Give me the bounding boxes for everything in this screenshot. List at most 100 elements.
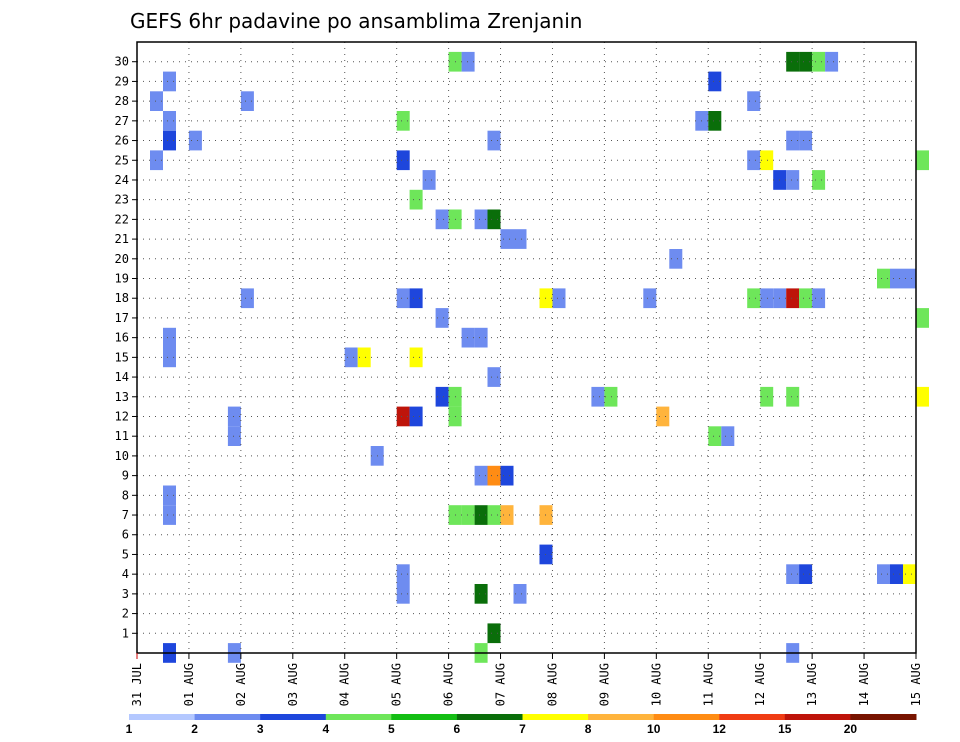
heatmap-cell: [409, 189, 423, 210]
colorbar-segment: [260, 714, 327, 720]
heatmap-cell: [786, 386, 800, 407]
heatmap-cell: [708, 426, 722, 446]
x-tick-label: 11 AUG: [701, 663, 715, 706]
x-tick-label: 15 AUG: [909, 663, 923, 706]
heatmap-cell: [240, 288, 254, 309]
y-tick-label: 27: [115, 114, 129, 128]
heatmap-cell: [150, 91, 163, 111]
y-tick-label: 16: [115, 331, 129, 345]
colorbar: 1 2 3 4 5 6 7 8 10 12 15 20: [126, 714, 917, 736]
x-tick-label: 01 AUG: [182, 663, 196, 706]
x-tick-label: 12 AUG: [753, 663, 767, 706]
heatmap-cell: [760, 288, 774, 309]
heatmap-cell: [916, 386, 929, 407]
y-tick-label: 7: [122, 508, 129, 522]
y-tick-label: 22: [115, 212, 129, 226]
colorbar-label: 4: [322, 722, 329, 736]
heatmap-cell: [760, 150, 774, 171]
heatmap-cell: [487, 130, 501, 151]
colorbar-segment: [784, 714, 851, 720]
colorbar-segment: [129, 714, 196, 720]
cells-layer: [150, 51, 929, 663]
x-tick-label: 09 AUG: [597, 663, 611, 706]
heatmap-cell: [500, 229, 514, 249]
x-tick-label: 05 AUG: [390, 663, 404, 706]
heatmap-cell: [903, 564, 916, 584]
heatmap-cell: [643, 288, 657, 309]
heatmap-cell: [812, 170, 826, 190]
y-tick-label: 4: [122, 567, 129, 581]
x-tick-label: 02 AUG: [234, 663, 248, 706]
heatmap-cell: [799, 130, 813, 151]
heatmap-cell: [435, 308, 449, 328]
x-tick-label: 10 AUG: [649, 663, 663, 706]
plot-frame: [136, 41, 917, 654]
colorbar-label: 7: [519, 722, 526, 736]
heatmap-cell: [227, 426, 241, 446]
x-tick-label: 31 JUL: [130, 663, 144, 706]
y-tick-label: 2: [122, 607, 129, 621]
heatmap-cell: [799, 51, 813, 72]
heatmap-cell: [708, 71, 722, 92]
heatmap-cell: [721, 426, 735, 446]
colorbar-label: 20: [844, 722, 858, 736]
y-tick-label: 20: [115, 252, 129, 266]
colorbar-label: 1: [126, 722, 133, 736]
y-tick-label: 13: [115, 390, 129, 404]
heatmap-cell: [396, 564, 410, 584]
axes-layer: 1234567891011121314151617181920212223242…: [115, 41, 923, 706]
heatmap-cell: [552, 288, 566, 309]
heatmap-cell: [513, 229, 527, 249]
y-tick-label: 8: [122, 488, 129, 502]
y-tick-label: 14: [115, 370, 129, 384]
heatmap-cell: [409, 347, 423, 368]
x-tick-label: 07 AUG: [494, 663, 508, 706]
colorbar-label: 6: [454, 722, 461, 736]
heatmap-cell: [916, 308, 929, 328]
heatmap-cell: [812, 288, 826, 309]
heatmap-cell: [591, 386, 605, 407]
heatmap-cell: [500, 465, 514, 486]
heatmap-cell: [461, 327, 475, 348]
heatmap-cell: [656, 406, 670, 427]
colorbar-label: 10: [647, 722, 661, 736]
heatmap-cell: [163, 327, 176, 348]
heatmap-cell: [435, 209, 449, 230]
y-tick-label: 10: [115, 449, 129, 463]
y-tick-label: 1: [122, 626, 129, 640]
heatmap-cell: [760, 386, 774, 407]
colorbar-segment: [522, 714, 589, 720]
heatmap-cell: [163, 111, 176, 131]
x-tick-label: 03 AUG: [286, 663, 300, 706]
x-tick-label: 13 AUG: [805, 663, 819, 706]
heatmap-cell: [890, 564, 903, 584]
heatmap-cell: [747, 288, 761, 309]
heatmap-cell: [474, 327, 488, 348]
colorbar-label: 5: [388, 722, 395, 736]
y-tick-label: 26: [115, 134, 129, 148]
heatmap-cell: [163, 505, 176, 525]
colorbar-segment: [653, 714, 720, 720]
heatmap-cell: [474, 505, 488, 525]
heatmap-cell: [487, 465, 501, 486]
y-tick-label: 29: [115, 74, 129, 88]
heatmap-cell: [240, 91, 254, 111]
x-tick-label: 08 AUG: [545, 663, 559, 706]
colorbar-label: 2: [191, 722, 198, 736]
y-tick-label: 5: [122, 547, 129, 561]
heatmap-cell: [409, 288, 423, 309]
y-tick-label: 21: [115, 232, 129, 246]
x-tick-label: 04 AUG: [338, 663, 352, 706]
heatmap-cell: [877, 564, 890, 584]
heatmap-cell: [487, 623, 501, 644]
heatmap-cell: [227, 406, 241, 427]
x-tick-label: 06 AUG: [442, 663, 456, 706]
heatmap-cell: [812, 51, 826, 72]
heatmap-cell: [422, 170, 436, 190]
heatmap-cell: [344, 347, 358, 368]
y-tick-label: 24: [115, 173, 129, 187]
y-tick-label: 17: [115, 311, 129, 325]
heatmap-cell: [409, 406, 423, 427]
heatmap-cell: [461, 505, 475, 525]
